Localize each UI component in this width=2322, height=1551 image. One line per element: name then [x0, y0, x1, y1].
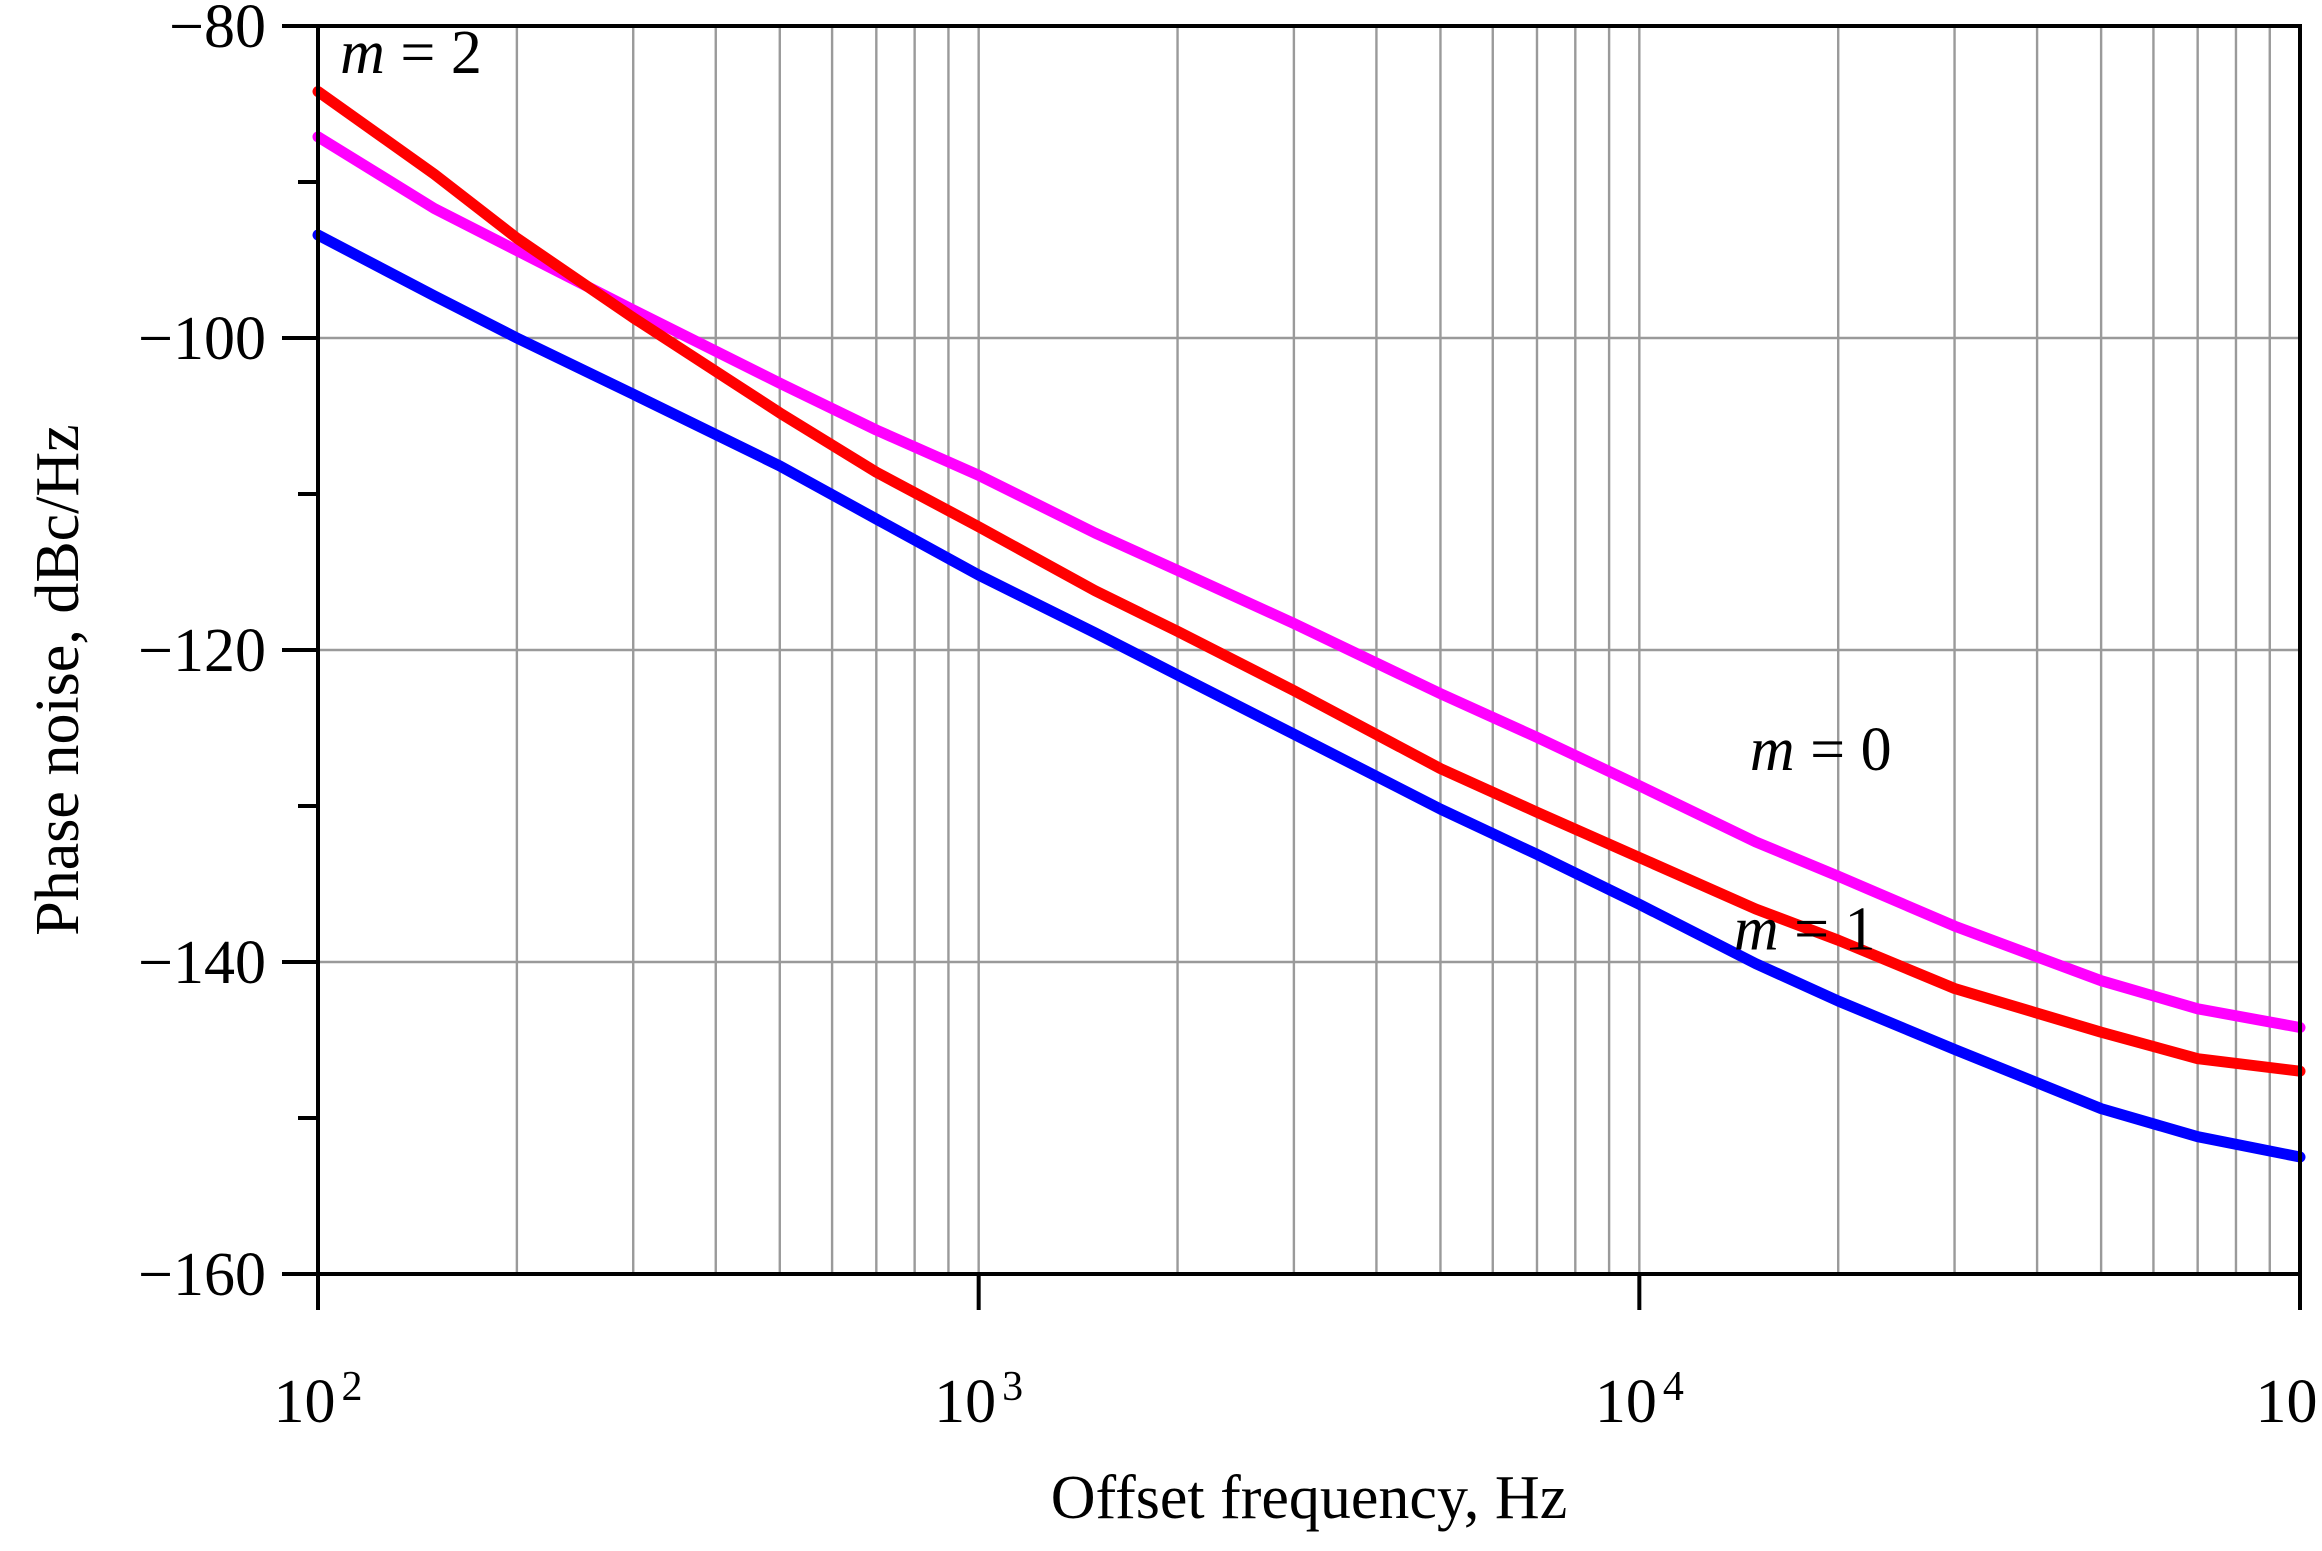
curve-label: m = 1: [1734, 896, 1876, 964]
series-line-1: [312, 86, 2306, 1077]
y-tick-label: −140: [138, 929, 266, 997]
x-tick-label: 10 2: [274, 1364, 363, 1436]
curve-annotations: m = 2 m = 0 m = 1: [340, 19, 1892, 964]
y-tick-label: −120: [138, 617, 266, 685]
y-tick-label: −160: [138, 1241, 266, 1309]
series-line-2: [312, 229, 2306, 1163]
x-tick-label: 105: [2256, 1364, 2322, 1436]
grid: [318, 26, 2300, 1274]
curve-label: m = 0: [1750, 716, 1892, 784]
y-axis-title: Phase noise, dBc/Hz: [24, 424, 92, 935]
series-line-0: [312, 131, 2306, 1033]
series-lines: [312, 86, 2306, 1163]
x-tick-label: 10 3: [934, 1364, 1023, 1436]
x-tick-label: 10 4: [1595, 1364, 1684, 1436]
curve-label: m = 2: [340, 19, 482, 87]
y-tick-label: −100: [138, 305, 266, 373]
y-tick-label: −80: [169, 0, 266, 61]
x-axis-title: Offset frequency, Hz: [1051, 1464, 1567, 1532]
